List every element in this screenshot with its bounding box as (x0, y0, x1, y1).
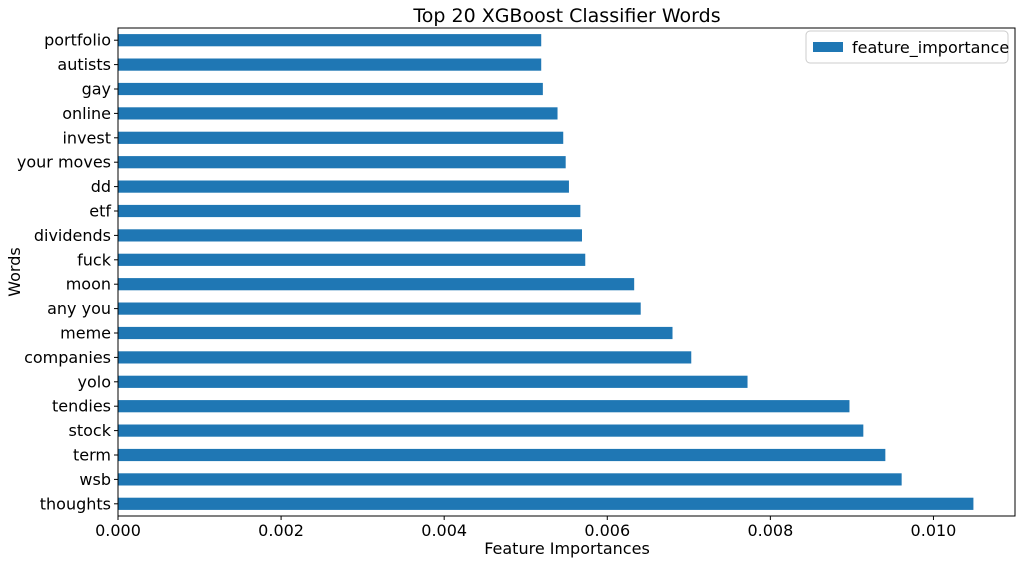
plot-area: thoughts wsb term stock tendies yolo companies… (17, 27, 1016, 540)
y-tick-label: wsb (79, 470, 111, 489)
y-tick-label: gay (82, 80, 111, 99)
bar-term (118, 448, 886, 462)
y-tick-label: tendies (52, 397, 111, 416)
bar-your-moves (118, 156, 566, 169)
legend: feature_importance (805, 30, 1009, 64)
y-tick-label: yolo (78, 372, 112, 391)
y-tick-label: portfolio (44, 31, 111, 50)
y-tick-label: companies (24, 348, 111, 367)
y-tick-label: your moves (17, 153, 111, 172)
y-tick-label: dividends (34, 226, 111, 245)
y-tick-label: any you (47, 299, 111, 318)
bar-thoughts (118, 497, 974, 510)
bar-invest (118, 131, 564, 144)
x-tick-label: 0.000 (95, 521, 141, 540)
y-tick-label: autists (57, 55, 111, 74)
y-tick-label: stock (69, 421, 112, 440)
x-axis-label: Feature Importances (484, 539, 650, 558)
x-tick-label: 0.010 (911, 521, 957, 540)
bar-tendies (118, 400, 850, 413)
x-tick-label: 0.008 (747, 521, 793, 540)
y-tick-label: fuck (77, 250, 112, 269)
y-tick-label: moon (66, 275, 111, 294)
y-tick-label: online (62, 104, 111, 123)
legend-swatch (813, 42, 843, 52)
bar-dd (118, 180, 569, 193)
bar-online (118, 107, 558, 120)
bar-gay (118, 82, 543, 96)
bar-wsb (118, 473, 902, 486)
bar-dividends (118, 229, 582, 242)
y-axis-label: Words (5, 247, 24, 296)
chart-title: Top 20 XGBoost Classifier Words (412, 5, 720, 27)
x-tick-label: 0.002 (258, 521, 304, 540)
bar-portfolio (118, 34, 542, 47)
y-tick-label: etf (89, 202, 111, 221)
bar-autists (118, 58, 542, 71)
bar-etf (118, 204, 581, 218)
legend-frame (805, 30, 1009, 64)
bar-meme (118, 326, 673, 340)
y-tick-label: meme (60, 324, 111, 343)
bar-yolo (118, 375, 748, 388)
bar-fuck (118, 253, 586, 266)
bar-any-you (118, 302, 641, 315)
y-tick-label: dd (91, 177, 111, 196)
y-tick-label: thoughts (40, 494, 111, 513)
y-tick-label: invest (62, 128, 111, 147)
y-tick-label: term (73, 446, 111, 465)
legend-label: feature_importance (852, 38, 1009, 58)
axes-frame (117, 27, 1016, 517)
x-tick-label: 0.004 (421, 521, 467, 540)
bar-stock (118, 424, 864, 437)
x-tick-label: 0.006 (584, 521, 630, 540)
bar-companies (118, 351, 692, 364)
bar-moon (118, 278, 635, 291)
